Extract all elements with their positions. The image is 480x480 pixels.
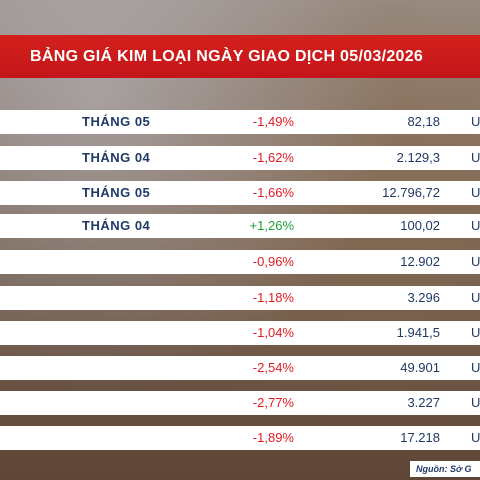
price-value: 17.218 (400, 430, 440, 445)
contract-month (82, 391, 192, 415)
contract-month: THÁNG 05 (82, 185, 151, 200)
table-row: -1,04% 1.941,5 US (0, 321, 480, 345)
change-percent: -1,89% (252, 430, 294, 445)
table-header: BẢNG GIÁ KIM LOẠI NGÀY GIAO DỊCH 05/03/2… (0, 35, 480, 78)
contract-month: THÁNG 05 (82, 114, 151, 129)
change-percent: +1,26% (249, 218, 294, 233)
change-percent: -2,54% (252, 360, 294, 375)
price-value: 82,18 (407, 114, 440, 129)
price-value: 12.796,72 (382, 185, 440, 200)
price-unit: US (471, 218, 480, 233)
contract-month: THÁNG 04 (82, 150, 151, 165)
table-row: -2,54% 49.901 US (0, 356, 480, 380)
contract-month (82, 356, 192, 380)
table-row: -1,18% 3.296 US (0, 286, 480, 310)
table-row: -1,89% 17.218 US (0, 426, 480, 450)
source-note: Nguồn: Sở G (410, 461, 480, 477)
change-percent: -2,77% (252, 395, 294, 410)
price-value: 1.941,5 (396, 325, 440, 340)
change-percent: -1,49% (252, 114, 294, 129)
price-value: 3.227 (407, 395, 440, 410)
change-percent: -1,04% (252, 325, 294, 340)
price-value: 3.296 (407, 290, 440, 305)
price-value: 100,02 (400, 218, 440, 233)
contract-month (82, 426, 192, 450)
contract-month (82, 286, 192, 310)
price-value: 2.129,3 (396, 150, 440, 165)
table-row: -0,96% 12.902 US (0, 250, 480, 274)
contract-month (82, 250, 192, 274)
price-value: 49.901 (400, 360, 440, 375)
contract-month: THÁNG 04 (82, 218, 151, 233)
price-unit: US (471, 150, 480, 165)
table-row: THÁNG 05 -1,49% 82,18 US (0, 110, 480, 134)
price-unit: US (471, 185, 480, 200)
price-unit: US (471, 325, 480, 340)
page-title: BẢNG GIÁ KIM LOẠI NGÀY GIAO DỊCH 05/03/2… (30, 47, 424, 65)
table-row: -2,77% 3.227 US (0, 391, 480, 415)
price-unit: US (471, 430, 480, 445)
price-unit: US (471, 395, 480, 410)
contract-month (82, 321, 192, 345)
price-unit: US (471, 114, 480, 129)
change-percent: -1,18% (252, 290, 294, 305)
change-percent: -1,62% (252, 150, 294, 165)
price-unit: US (471, 360, 480, 375)
table-row: THÁNG 04 +1,26% 100,02 US (0, 214, 480, 238)
price-unit: US (471, 290, 480, 305)
table-row: THÁNG 04 -1,62% 2.129,3 US (0, 146, 480, 170)
table-row: THÁNG 05 -1,66% 12.796,72 US (0, 181, 480, 205)
change-percent: -0,96% (252, 254, 294, 269)
price-unit: US (471, 254, 480, 269)
price-value: 12.902 (400, 254, 440, 269)
change-percent: -1,66% (252, 185, 294, 200)
